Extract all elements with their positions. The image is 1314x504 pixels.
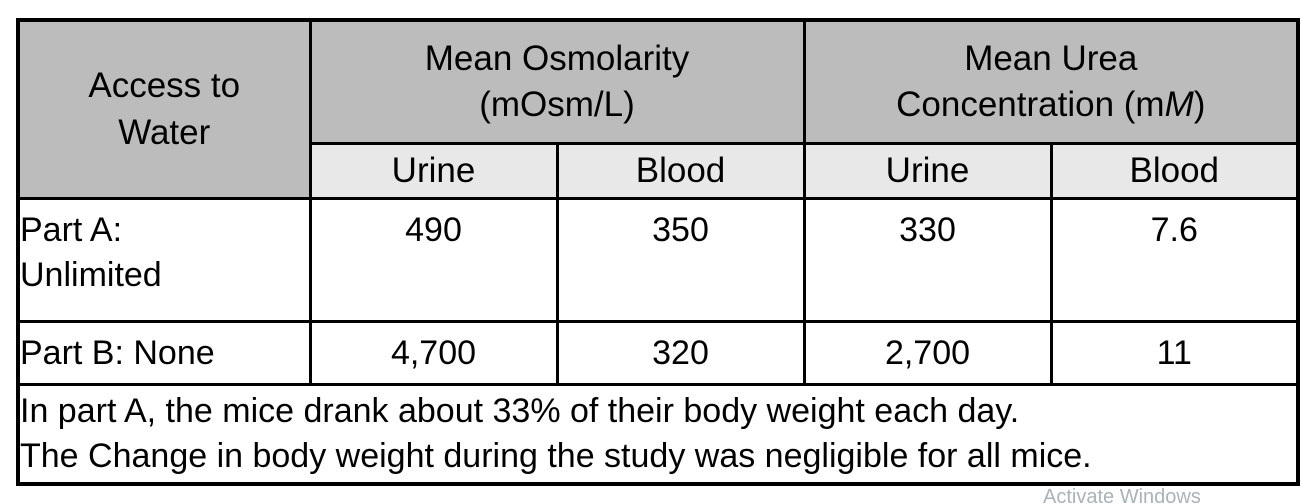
- header-mean-urea-line2: Concentration (mM): [806, 82, 1297, 128]
- header-mean-urea-line1: Mean Urea: [964, 38, 1138, 78]
- header-mean-osmolarity: Mean Osmolarity (mOsm/L): [308, 18, 806, 145]
- header-mean-urea-molar-symbol: M: [1164, 85, 1194, 124]
- table-row-part-a: Part A: Unlimited 490 350 330 7.6: [16, 197, 1300, 323]
- header-mean-urea-line2-suffix: ): [1193, 85, 1206, 124]
- cell-part-b-urea-blood: 11: [1049, 320, 1300, 386]
- cell-part-a-urea-blood: 7.6: [1049, 197, 1300, 323]
- cell-part-b-urea-urine: 2,700: [802, 320, 1053, 386]
- footnote-line1: In part A, the mice drank about 33% of t…: [20, 392, 1020, 431]
- header-mean-urea: Mean Urea Concentration (mM): [802, 18, 1300, 145]
- subheader-osmolarity-blood: Blood: [555, 142, 806, 200]
- row-label-part-a: Part A: Unlimited: [16, 197, 312, 323]
- table-header-row-1: Access to Water Mean Osmolarity (mOsm/L)…: [16, 18, 1300, 200]
- header-mean-urea-line2-prefix: Concentration (m: [896, 85, 1165, 124]
- subheader-osmolarity-urine: Urine: [308, 142, 559, 200]
- row-label-part-b: Part B: None: [16, 320, 312, 386]
- cell-part-a-urea-urine: 330: [802, 197, 1053, 323]
- table-row-part-b: Part B: None 4,700 320 2,700 11: [16, 320, 1300, 386]
- row-label-part-a-line1: Part A:: [20, 211, 123, 249]
- table-footnote-row: In part A, the mice drank about 33% of t…: [16, 383, 1300, 486]
- row-label-part-a-line2: Unlimited: [20, 255, 162, 294]
- cell-part-b-osmolarity-blood: 320: [555, 320, 806, 386]
- cell-part-a-osmolarity-urine: 490: [308, 197, 559, 323]
- results-table: Access to Water Mean Osmolarity (mOsm/L)…: [16, 18, 1301, 486]
- header-mean-osmolarity-line1: Mean Osmolarity: [424, 38, 690, 78]
- footnote-line2: The Change in body weight during the stu…: [20, 437, 1092, 475]
- header-access-to-water: Access to Water: [16, 18, 312, 200]
- footnote-cell: In part A, the mice drank about 33% of t…: [16, 383, 1300, 486]
- table-header-row-2: Urine Blood Urine Blood: [18, 142, 1300, 200]
- header-mean-osmolarity-units: (mOsm/L): [479, 85, 635, 124]
- header-access-to-water-line1: Access to: [88, 66, 241, 106]
- cell-part-a-osmolarity-blood: 350: [555, 197, 806, 323]
- subheader-urea-urine: Urine: [802, 142, 1053, 200]
- cell-part-b-osmolarity-urine: 4,700: [308, 320, 559, 386]
- activate-windows-watermark: Activate Windows: [1043, 486, 1201, 504]
- subheader-urea-blood: Blood: [1049, 142, 1300, 200]
- header-access-to-water-line2: Water: [118, 112, 211, 152]
